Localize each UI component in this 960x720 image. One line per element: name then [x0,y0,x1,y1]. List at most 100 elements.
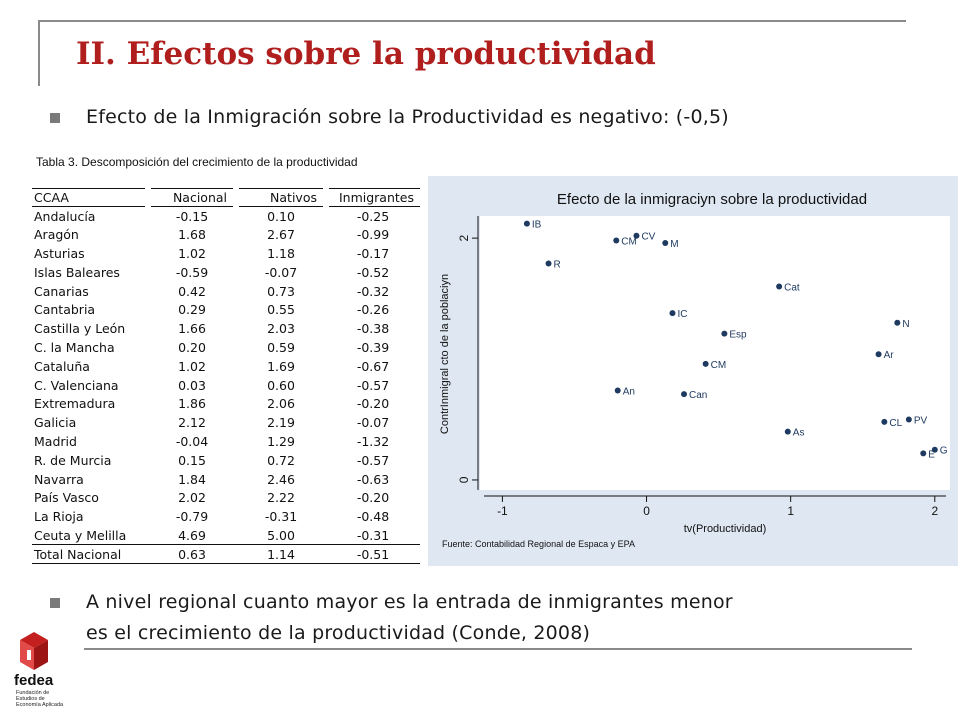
point-label: CV [641,232,655,243]
table-row: Andalucía -0.15 0.10 -0.25 [32,207,420,226]
points-layer: IB CV CM M R Cat IC N Esp Ar CM An Can PV CL As GE [523,220,948,460]
table-row: Navarra 1.84 2.46 -0.63 [32,470,420,489]
table-cell-value: 1.02 [178,245,206,261]
table-cell-value: -0.67 [356,358,390,374]
table-cell-value: -0.20 [356,490,390,506]
bullet-text-1: Efecto de la Inmigración sobre la Produc… [86,106,729,128]
point-label: IC [677,309,687,320]
table-cell-value: -0.51 [326,544,420,565]
table-cell-region: Canarias [34,283,89,299]
point-label: IB [532,220,542,231]
point-label: CM [621,237,637,248]
table-cell-value: -0.25 [356,208,390,224]
table-cell-value: -0.07 [356,415,390,431]
table-cell-region: Total Nacional [32,544,148,565]
scatter-point [894,319,901,326]
point-label: E [928,449,935,460]
scatter-point [721,330,728,337]
column-header: Inmigrantes [323,188,420,207]
y-tick-label: 2 [457,234,471,241]
fedea-logo-icon [20,632,48,670]
table-cell-value: 0.72 [267,452,295,468]
point-label: An [623,386,635,397]
table-cell-region: Andalucía [34,208,96,224]
table-cell-region: Cataluña [34,358,90,374]
bullet-square-icon [50,113,60,123]
table-cell-value: -0.39 [356,339,390,355]
chart-title: Efecto de la inmigraciyn sobre la produc… [557,191,867,208]
point-label: R [554,260,561,271]
scatter-chart-panel: Efecto de la inmigraciyn sobre la produc… [428,176,958,566]
x-tick-label: 1 [787,504,794,518]
y-axis-label: ContrInmigral cto de la poblaciyn [439,274,451,434]
point-label: Esp [729,330,747,341]
scatter-point [784,428,791,435]
table-cell-value: 0.15 [178,452,206,468]
table-cell-region: Madrid [34,433,77,449]
table-row: Cataluña 1.02 1.69 -0.67 [32,357,420,376]
table-cell-value: -0.15 [175,208,209,224]
scatter-point [931,446,938,453]
table-cell-value: 0.55 [267,302,295,318]
table-body: Andalucía -0.15 0.10 -0.25 Aragón 1.68 2.67 -0.… [32,207,420,565]
scatter-point [523,220,530,227]
table-row: Castilla y León 1.66 2.03 -0.38 [32,319,420,338]
table-cell-value: 1.29 [267,433,295,449]
point-label: As [793,428,805,439]
table-cell-value: -0.31 [264,509,298,525]
table-cell-value: -0.52 [356,264,390,280]
table-row: La Rioja -0.79 -0.31 -0.48 [32,507,420,526]
x-axis-label: tv(Productividad) [684,523,767,535]
table-cell-value: -0.48 [356,509,390,525]
table-cell-region: Aragón [34,227,79,243]
table-cell-value: 2.12 [178,415,206,431]
table-cell-value: 0.42 [178,283,206,299]
column-header: Nacional [145,188,236,207]
scatter-point [669,310,676,317]
table-cell-value: -0.31 [356,527,390,543]
table-cell-value: 0.10 [267,208,295,224]
table-cell-value: 0.60 [267,377,295,393]
scatter-point [545,260,552,267]
point-label: Can [689,390,707,401]
table-cell-value: 0.20 [178,339,206,355]
point-label: N [902,319,909,330]
table-cell-value: 1.18 [267,245,295,261]
table-cell-value: 1.02 [178,358,206,374]
point-label: PV [914,416,928,427]
scatter-point [905,416,912,423]
table-cell-region: C. Valenciana [34,377,119,393]
scatter-point [613,237,620,244]
scatter-point [776,283,783,290]
footer-rule [84,648,912,650]
point-label: CL [889,418,902,429]
table-cell-value: 1.66 [178,321,206,337]
table-cell-value: 1.84 [178,471,206,487]
table-row: Extremadura 1.86 2.06 -0.20 [32,394,420,413]
scatter-point [662,239,669,246]
table-row: Asturias 1.02 1.18 -0.17 [32,244,420,263]
point-label: Ar [884,350,895,361]
table-cell-region: C. la Mancha [34,339,115,355]
frame-left-rule [38,20,40,86]
table-cell-value: -0.26 [356,302,390,318]
table-row: Cantabria 0.29 0.55 -0.26 [32,300,420,319]
table-cell-value: -0.63 [356,471,390,487]
table-row: Galicia 2.12 2.19 -0.07 [32,413,420,432]
table-row: Total Nacional 0.63 1.14 -0.51 [32,544,420,565]
x-tick-label: -1 [497,504,508,518]
scatter-point [614,387,621,394]
table-cell-value: -0.79 [175,509,209,525]
scatter-chart: Efecto de la inmigraciyn sobre la produc… [439,191,950,549]
table-cell-value: -0.59 [175,264,209,280]
table-cell-value: 0.03 [178,377,206,393]
table-cell-value: 0.63 [148,544,236,565]
table-cell-value: 1.86 [178,396,206,412]
table-cell-value: 4.69 [178,527,206,543]
logo-subtitle: Fundación de Estudios de Economía Aplica… [16,690,64,708]
bullet-square-icon [50,598,60,608]
x-tick-label: 2 [931,504,938,518]
scatter-point [875,351,882,358]
table-cell-value: -0.17 [356,245,390,261]
table-cell-value: -0.38 [356,321,390,337]
